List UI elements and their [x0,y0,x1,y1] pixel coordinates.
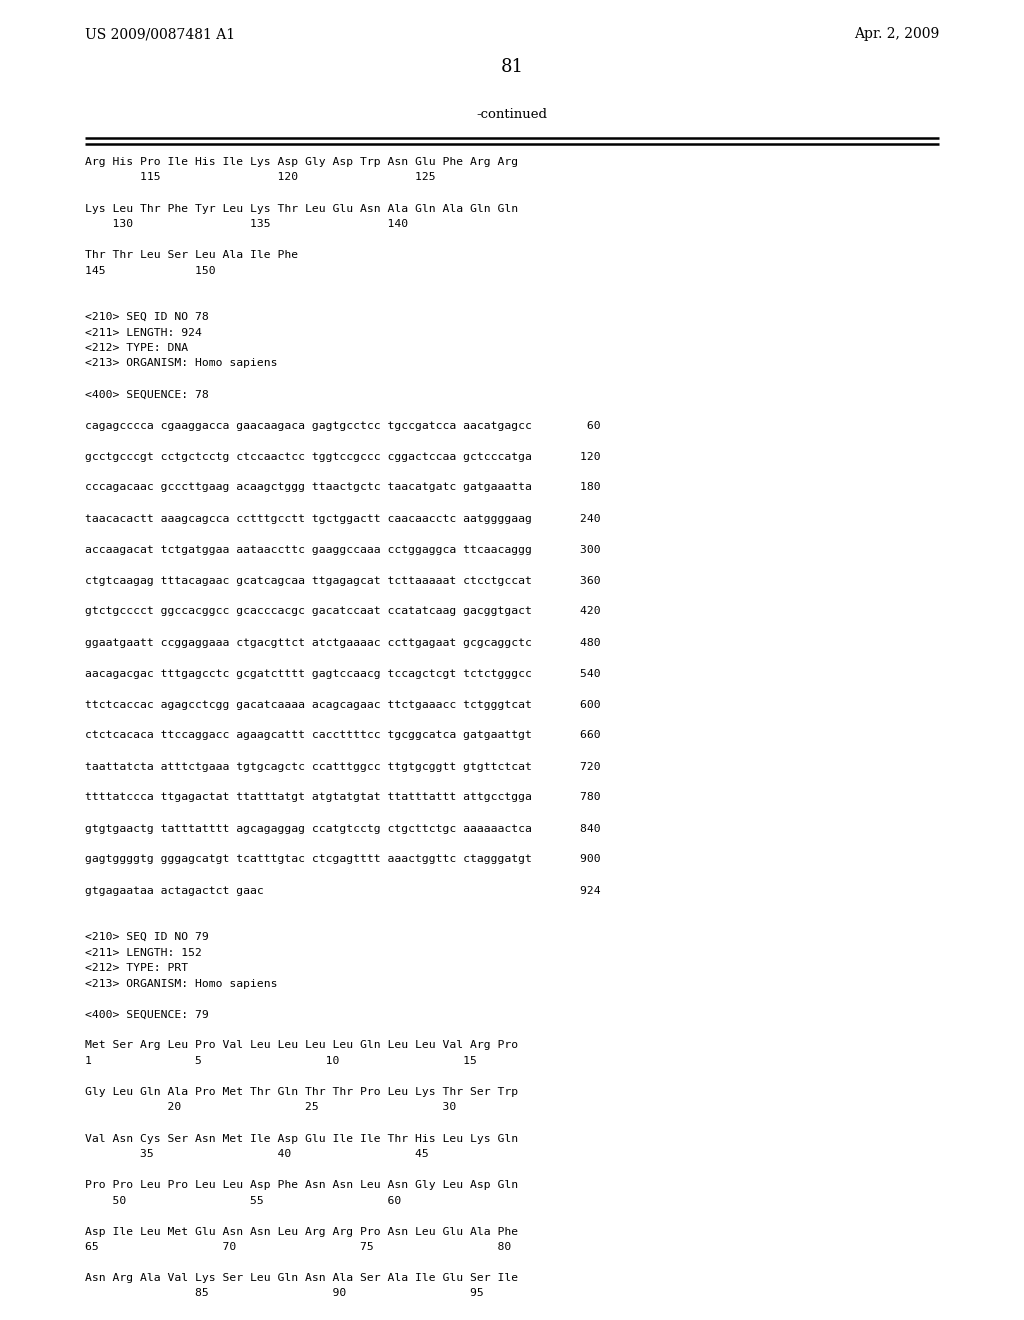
Text: 50                  55                  60: 50 55 60 [85,1196,401,1205]
Text: cccagacaac gcccttgaag acaagctggg ttaactgctc taacatgatc gatgaaatta       180: cccagacaac gcccttgaag acaagctggg ttaactg… [85,483,601,492]
Text: -continued: -continued [476,108,548,121]
Text: gcctgcccgt cctgctcctg ctccaactcc tggtccgccc cggactccaa gctcccatga       120: gcctgcccgt cctgctcctg ctccaactcc tggtccg… [85,451,601,462]
Text: 81: 81 [501,58,523,77]
Text: ttttatccca ttgagactat ttatttatgt atgtatgtat ttatttattt attgcctgga       780: ttttatccca ttgagactat ttatttatgt atgtatg… [85,792,601,803]
Text: ggaatgaatt ccggaggaaa ctgacgttct atctgaaaac ccttgagaat gcgcaggctc       480: ggaatgaatt ccggaggaaa ctgacgttct atctgaa… [85,638,601,648]
Text: accaagacat tctgatggaa aataaccttc gaaggccaaa cctggaggca ttcaacaggg       300: accaagacat tctgatggaa aataaccttc gaaggcc… [85,545,601,554]
Text: Lys Leu Thr Phe Tyr Leu Lys Thr Leu Glu Asn Ala Gln Ala Gln Gln: Lys Leu Thr Phe Tyr Leu Lys Thr Leu Glu … [85,203,518,214]
Text: Met Ser Arg Leu Pro Val Leu Leu Leu Leu Gln Leu Leu Val Arg Pro: Met Ser Arg Leu Pro Val Leu Leu Leu Leu … [85,1040,518,1051]
Text: 1               5                  10                  15: 1 5 10 15 [85,1056,477,1067]
Text: 65                  70                  75                  80: 65 70 75 80 [85,1242,511,1251]
Text: 85                  90                  95: 85 90 95 [85,1288,483,1299]
Text: taattatcta atttctgaaa tgtgcagctc ccatttggcc ttgtgcggtt gtgttctcat       720: taattatcta atttctgaaa tgtgcagctc ccatttg… [85,762,601,771]
Text: <213> ORGANISM: Homo sapiens: <213> ORGANISM: Homo sapiens [85,359,278,368]
Text: <211> LENGTH: 152: <211> LENGTH: 152 [85,948,202,957]
Text: <211> LENGTH: 924: <211> LENGTH: 924 [85,327,202,338]
Text: aacagacgac tttgagcctc gcgatctttt gagtccaacg tccagctcgt tctctgggcc       540: aacagacgac tttgagcctc gcgatctttt gagtcca… [85,668,601,678]
Text: Apr. 2, 2009: Apr. 2, 2009 [854,26,939,41]
Text: gtgtgaactg tatttatttt agcagaggag ccatgtcctg ctgcttctgc aaaaaactca       840: gtgtgaactg tatttatttt agcagaggag ccatgtc… [85,824,601,833]
Text: gtctgcccct ggccacggcc gcacccacgc gacatccaat ccatatcaag gacggtgact       420: gtctgcccct ggccacggcc gcacccacgc gacatcc… [85,606,601,616]
Text: <212> TYPE: DNA: <212> TYPE: DNA [85,343,188,352]
Text: 145             150: 145 150 [85,265,216,276]
Text: Gly Leu Gln Ala Pro Met Thr Gln Thr Thr Pro Leu Lys Thr Ser Trp: Gly Leu Gln Ala Pro Met Thr Gln Thr Thr … [85,1086,518,1097]
Text: ttctcaccac agagcctcgg gacatcaaaa acagcagaac ttctgaaacc tctgggtcat       600: ttctcaccac agagcctcgg gacatcaaaa acagcag… [85,700,601,710]
Text: <212> TYPE: PRT: <212> TYPE: PRT [85,964,188,973]
Text: gagtggggtg gggagcatgt tcatttgtac ctcgagtttt aaactggttc ctagggatgt       900: gagtggggtg gggagcatgt tcatttgtac ctcgagt… [85,854,601,865]
Text: <210> SEQ ID NO 79: <210> SEQ ID NO 79 [85,932,209,942]
Text: cagagcccca cgaaggacca gaacaagaca gagtgcctcc tgccgatcca aacatgagcc        60: cagagcccca cgaaggacca gaacaagaca gagtgcc… [85,421,601,430]
Text: Asp Ile Leu Met Glu Asn Asn Leu Arg Arg Pro Asn Leu Glu Ala Phe: Asp Ile Leu Met Glu Asn Asn Leu Arg Arg … [85,1226,518,1237]
Text: Pro Pro Leu Pro Leu Leu Asp Phe Asn Asn Leu Asn Gly Leu Asp Gln: Pro Pro Leu Pro Leu Leu Asp Phe Asn Asn … [85,1180,518,1191]
Text: Val Asn Cys Ser Asn Met Ile Asp Glu Ile Ile Thr His Leu Lys Gln: Val Asn Cys Ser Asn Met Ile Asp Glu Ile … [85,1134,518,1143]
Text: ctctcacaca ttccaggacc agaagcattt caccttttcc tgcggcatca gatgaattgt       660: ctctcacaca ttccaggacc agaagcattt caccttt… [85,730,601,741]
Text: <400> SEQUENCE: 79: <400> SEQUENCE: 79 [85,1010,209,1019]
Text: <213> ORGANISM: Homo sapiens: <213> ORGANISM: Homo sapiens [85,978,278,989]
Text: <210> SEQ ID NO 78: <210> SEQ ID NO 78 [85,312,209,322]
Text: 130                 135                 140: 130 135 140 [85,219,409,228]
Text: <400> SEQUENCE: 78: <400> SEQUENCE: 78 [85,389,209,400]
Text: taacacactt aaagcagcca cctttgcctt tgctggactt caacaacctc aatggggaag       240: taacacactt aaagcagcca cctttgcctt tgctgga… [85,513,601,524]
Text: US 2009/0087481 A1: US 2009/0087481 A1 [85,26,236,41]
Text: 35                  40                  45: 35 40 45 [85,1148,429,1159]
Text: 20                  25                  30: 20 25 30 [85,1102,457,1113]
Text: Arg His Pro Ile His Ile Lys Asp Gly Asp Trp Asn Glu Phe Arg Arg: Arg His Pro Ile His Ile Lys Asp Gly Asp … [85,157,518,168]
Text: Thr Thr Leu Ser Leu Ala Ile Phe: Thr Thr Leu Ser Leu Ala Ile Phe [85,249,298,260]
Text: gtgagaataa actagactct gaac                                              924: gtgagaataa actagactct gaac 924 [85,886,601,895]
Text: Asn Arg Ala Val Lys Ser Leu Gln Asn Ala Ser Ala Ile Glu Ser Ile: Asn Arg Ala Val Lys Ser Leu Gln Asn Ala … [85,1272,518,1283]
Text: 115                 120                 125: 115 120 125 [85,173,435,182]
Text: ctgtcaagag tttacagaac gcatcagcaa ttgagagcat tcttaaaaat ctcctgccat       360: ctgtcaagag tttacagaac gcatcagcaa ttgagag… [85,576,601,586]
